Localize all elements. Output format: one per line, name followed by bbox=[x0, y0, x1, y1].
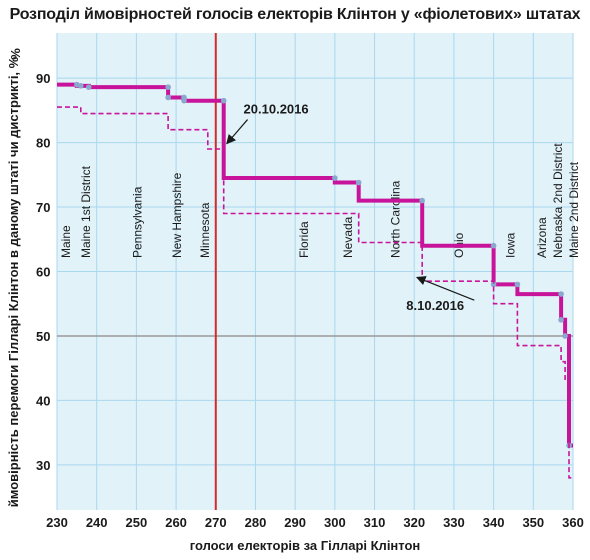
y-axis-label: ймовірність перемоги Гілларі Клінтон в д… bbox=[6, 56, 21, 507]
data-point bbox=[490, 281, 497, 288]
state-label: New Hampshire bbox=[170, 172, 184, 258]
y-tick-label: 30 bbox=[36, 458, 50, 473]
data-point bbox=[332, 175, 338, 181]
x-tick-label: 310 bbox=[364, 515, 386, 530]
x-tick-label: 230 bbox=[46, 515, 68, 530]
data-point bbox=[165, 84, 171, 90]
x-tick-labels: 230 240 250 260 270 280 290 300 310 320 330 340 350 3… bbox=[46, 515, 584, 530]
x-axis-label: голоси електорів за Гілларі Клінтон bbox=[190, 538, 421, 553]
annotation-arrow bbox=[226, 119, 249, 145]
state-label: Iowa bbox=[503, 232, 517, 258]
x-tick-label: 350 bbox=[522, 515, 544, 530]
state-label: North Carolina bbox=[388, 180, 402, 258]
series-line-8-10-2016 bbox=[57, 106, 573, 479]
state-label: Nebraska 2nd District bbox=[551, 143, 565, 258]
data-point bbox=[490, 242, 497, 249]
x-tick-label: 330 bbox=[443, 515, 465, 530]
state-label: Maine 1st District bbox=[79, 165, 93, 258]
x-tick-label: 280 bbox=[245, 515, 267, 530]
annotation-label: 20.10.2016 bbox=[244, 102, 309, 117]
x-tick-label: 300 bbox=[324, 515, 346, 530]
state-label: Florida bbox=[297, 221, 311, 258]
data-point bbox=[558, 291, 564, 297]
y-tick-labels: 30 40 50 60 70 80 90 bbox=[36, 71, 50, 473]
state-label: Maine 2nd District bbox=[567, 161, 581, 258]
data-point bbox=[419, 197, 425, 204]
data-point bbox=[220, 97, 227, 104]
y-tick-label: 40 bbox=[36, 393, 50, 408]
state-label: Arizona bbox=[535, 217, 549, 258]
data-point bbox=[355, 179, 362, 186]
x-tick-label: 250 bbox=[126, 515, 148, 530]
annotation-label: 8.10.2016 bbox=[406, 298, 464, 313]
state-label: Minnesota bbox=[198, 202, 212, 258]
annotations: 20.10.2016 8.10.2016 bbox=[226, 102, 475, 313]
data-point bbox=[165, 94, 171, 101]
state-labels: Maine Maine 1st District Pennsylvania New H… bbox=[59, 143, 581, 258]
x-tick-label: 360 bbox=[562, 515, 584, 530]
y-tick-label: 60 bbox=[36, 265, 50, 280]
data-point bbox=[562, 333, 568, 339]
y-tick-label: 50 bbox=[36, 329, 50, 344]
y-axis-unit: % bbox=[8, 48, 23, 60]
state-label: Maine bbox=[59, 225, 73, 258]
state-label: Pennsylvania bbox=[130, 186, 144, 258]
x-tick-label: 270 bbox=[205, 515, 227, 530]
data-point bbox=[558, 317, 564, 323]
x-tick-label: 290 bbox=[284, 515, 306, 530]
x-tick-label: 320 bbox=[403, 515, 425, 530]
state-label: Nevada bbox=[341, 216, 355, 258]
x-tick-label: 260 bbox=[165, 515, 187, 530]
x-tick-label: 240 bbox=[86, 515, 108, 530]
y-tick-label: 70 bbox=[36, 200, 50, 215]
grid bbox=[56, 33, 574, 510]
x-tick-label: 340 bbox=[483, 515, 505, 530]
data-point bbox=[514, 281, 521, 288]
annotation-arrow bbox=[415, 276, 475, 301]
data-point bbox=[78, 83, 84, 89]
y-tick-label: 90 bbox=[36, 71, 50, 86]
chart-title: Розподіл ймовірностей голосів електорів … bbox=[9, 6, 581, 23]
y-tick-label: 80 bbox=[36, 136, 50, 151]
data-point bbox=[85, 84, 92, 90]
data-point bbox=[181, 97, 187, 104]
series-layer bbox=[57, 81, 573, 479]
reference-lines bbox=[57, 33, 573, 510]
